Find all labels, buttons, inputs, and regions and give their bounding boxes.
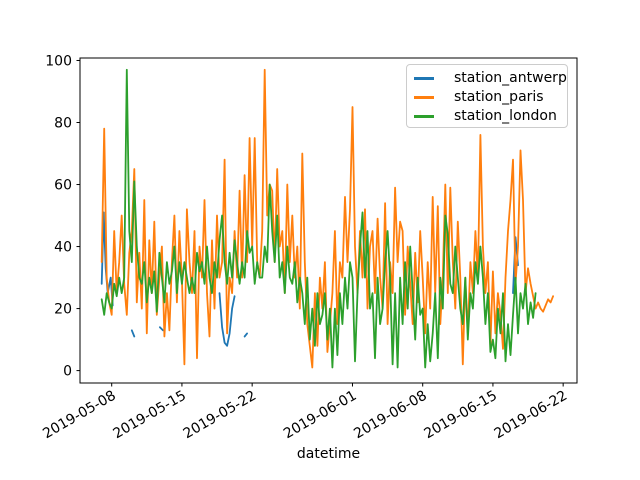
y-tick-label: 0 xyxy=(63,364,72,380)
x-tick-label: 2019-06-22 xyxy=(492,388,570,443)
y-tick-label: 100 xyxy=(45,53,72,69)
x-tick-label: 2019-05-15 xyxy=(110,388,188,443)
legend-label-paris: station_paris xyxy=(454,89,544,105)
axes-spines xyxy=(79,57,578,384)
legend-label-antwerp: station_antwerp xyxy=(454,70,567,86)
x-tick-label: 2019-06-08 xyxy=(351,388,429,443)
legend: station_antwerp station_paris station_lo… xyxy=(406,64,568,128)
x-tick-label: 2019-06-01 xyxy=(281,388,359,443)
series-line-station_antwerp xyxy=(243,332,249,338)
legend-entry-paris: station_paris xyxy=(414,88,567,107)
y-tick-label: 60 xyxy=(54,178,72,194)
legend-line-swatch-paris xyxy=(414,96,434,99)
y-tick-label: 40 xyxy=(54,240,72,256)
y-tick-label: 80 xyxy=(54,116,72,132)
x-tick-label: 2019-05-08 xyxy=(40,388,118,443)
series-line-station_antwerp xyxy=(218,292,236,347)
x-tick-label: 2019-06-15 xyxy=(421,388,499,443)
series-line-station_antwerp xyxy=(130,329,136,338)
legend-label-london: station_london xyxy=(454,108,557,124)
legend-entry-antwerp: station_antwerp xyxy=(414,69,567,88)
legend-line-swatch-antwerp xyxy=(414,77,434,80)
series-line-station_london xyxy=(100,68,537,369)
legend-entry-london: station_london xyxy=(414,107,567,126)
series-line-station_antwerp xyxy=(158,326,164,332)
legend-line-swatch-london xyxy=(414,115,434,118)
x-tick-label: 2019-05-22 xyxy=(181,388,259,443)
x-axis-title: datetime xyxy=(296,446,361,462)
y-tick-label: 20 xyxy=(54,302,72,318)
